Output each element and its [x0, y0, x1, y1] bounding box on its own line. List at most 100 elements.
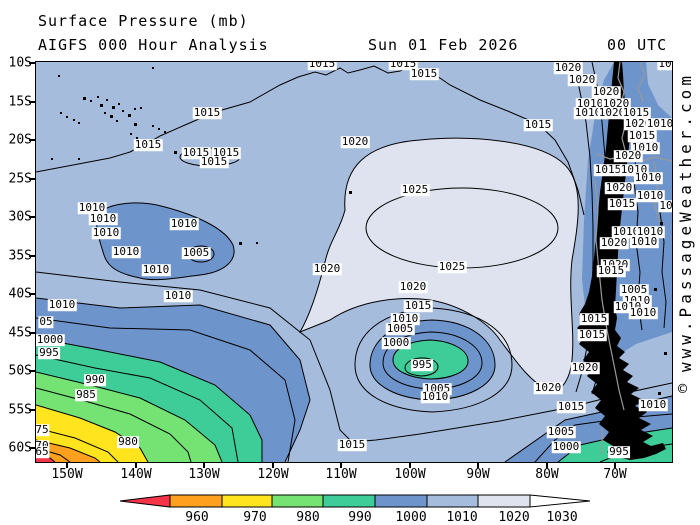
colorbar-segment	[374, 494, 428, 508]
contour-label: 1010	[141, 263, 171, 277]
colorbar-value: 970	[243, 510, 266, 524]
forecast-time: 00 UTC	[607, 36, 668, 54]
contour-label: 1020	[533, 381, 563, 395]
latitude-label: 50S	[8, 363, 32, 379]
island-dot	[100, 104, 103, 107]
colorbar-segment	[322, 494, 376, 508]
contour-label: 1000	[551, 440, 581, 454]
contour-label: 1005	[181, 246, 211, 260]
island-dot	[174, 151, 177, 154]
latitude-label: 45S	[8, 325, 32, 341]
contour-label: 1025	[400, 183, 430, 197]
island-dot	[664, 352, 667, 355]
contour-label: 995	[608, 445, 630, 459]
contour-label: 1010	[619, 163, 649, 177]
contour-label: 1010	[633, 171, 663, 185]
contour-label: 1010	[635, 225, 665, 239]
colorbar-segment	[477, 494, 531, 508]
colorbar-value: 1020	[498, 510, 529, 524]
colorbar-left-arrow	[119, 494, 171, 508]
contour-label: 1015	[199, 155, 229, 169]
contour-label: 990	[84, 373, 106, 387]
contour-label: 1020	[604, 181, 634, 195]
contour-label: 1010	[611, 225, 641, 239]
contour-label: 1015	[181, 146, 211, 160]
latitude-tick	[29, 409, 36, 411]
island-dot	[654, 288, 657, 291]
contour-label: 1015	[523, 118, 553, 132]
island-dot	[128, 114, 131, 117]
copyright-icon: ©	[678, 380, 688, 398]
longitude-tick	[614, 462, 616, 468]
colorbar-value: 980	[296, 510, 319, 524]
contour-label: 1010	[47, 298, 77, 312]
contour-label: 1020	[623, 117, 653, 131]
longitude-tick	[66, 462, 68, 468]
pressure-map-canvas: 1015 1015 1015 1015 1015 1015 1015 1015 1015 1020…	[35, 61, 673, 463]
contour-label: 75	[35, 423, 50, 437]
contour-label: 1015	[192, 106, 222, 120]
island-dot	[152, 125, 154, 127]
longitude-label: 150W	[51, 467, 83, 482]
colorbar-segment	[221, 494, 273, 508]
latitude-label: 10S	[8, 55, 32, 71]
contour-label: 1015	[307, 62, 337, 70]
colorbar-value: 1010	[446, 510, 477, 524]
latitude-tick	[29, 447, 36, 449]
contour-label: 1015	[627, 129, 657, 143]
contour-label: 1015	[211, 146, 241, 160]
pressure-colorbar: 960 970 980 990 1000 1010 1020 1030	[119, 494, 596, 525]
watermark-text: www.PassageWeather.com	[676, 72, 695, 372]
island-dot	[90, 100, 92, 102]
contour-label: 1015	[337, 438, 367, 452]
island-dot	[349, 191, 352, 194]
island-dot	[104, 112, 106, 114]
island-dot	[122, 110, 124, 112]
island-dot	[164, 131, 166, 133]
contour-label: 1010	[77, 201, 107, 215]
latitude-label: 15S	[8, 94, 32, 110]
latitude-tick	[29, 178, 36, 180]
contour-label: 1015	[579, 312, 609, 326]
island-dot	[239, 242, 242, 245]
colorbar-segment	[426, 494, 479, 508]
contour-label: 1000	[36, 333, 65, 347]
island-dot	[66, 116, 68, 118]
island-dot	[58, 75, 60, 77]
longitude-label: 90W	[466, 467, 490, 482]
contour-label: 10	[657, 62, 672, 70]
colorbar-value: 1000	[395, 510, 426, 524]
contour-label: 1005	[385, 322, 415, 336]
island-dot	[158, 128, 160, 130]
contour-label: 985	[75, 388, 97, 402]
latitude-tick	[29, 255, 36, 257]
model-run-label: AIGFS 000 Hour Analysis	[38, 36, 269, 54]
contour-label: 1020	[613, 149, 643, 163]
latitude-tick	[29, 62, 36, 64]
colorbar-value: 990	[348, 510, 371, 524]
island-dot	[78, 122, 80, 124]
longitude-tick	[477, 462, 479, 468]
longitude-label: 70W	[603, 467, 627, 482]
island-dot	[134, 108, 136, 110]
island-dot	[130, 133, 132, 135]
page-title: Surface Pressure (mb)	[38, 12, 249, 30]
latitude-tick	[29, 293, 36, 295]
colorbar-segment	[169, 494, 223, 508]
contour-label: 1010	[111, 245, 141, 259]
contour-label: 1010	[169, 217, 199, 231]
contour-label: 1010	[573, 106, 603, 120]
longitude-tick	[272, 462, 274, 468]
contour-label: 1010	[91, 226, 121, 240]
contour-label: 70	[36, 440, 50, 452]
contour-label: 1000	[381, 336, 411, 350]
contour-label: 1020	[600, 259, 630, 271]
contour-label: 1015	[388, 62, 418, 70]
contour-label: 1015	[133, 138, 163, 152]
contour-label: 1025	[437, 260, 467, 274]
longitude-label: 120W	[257, 467, 289, 482]
latitude-label: 40S	[8, 286, 32, 302]
contour-label: 1015	[596, 264, 626, 278]
longitude-label: 80W	[535, 467, 559, 482]
